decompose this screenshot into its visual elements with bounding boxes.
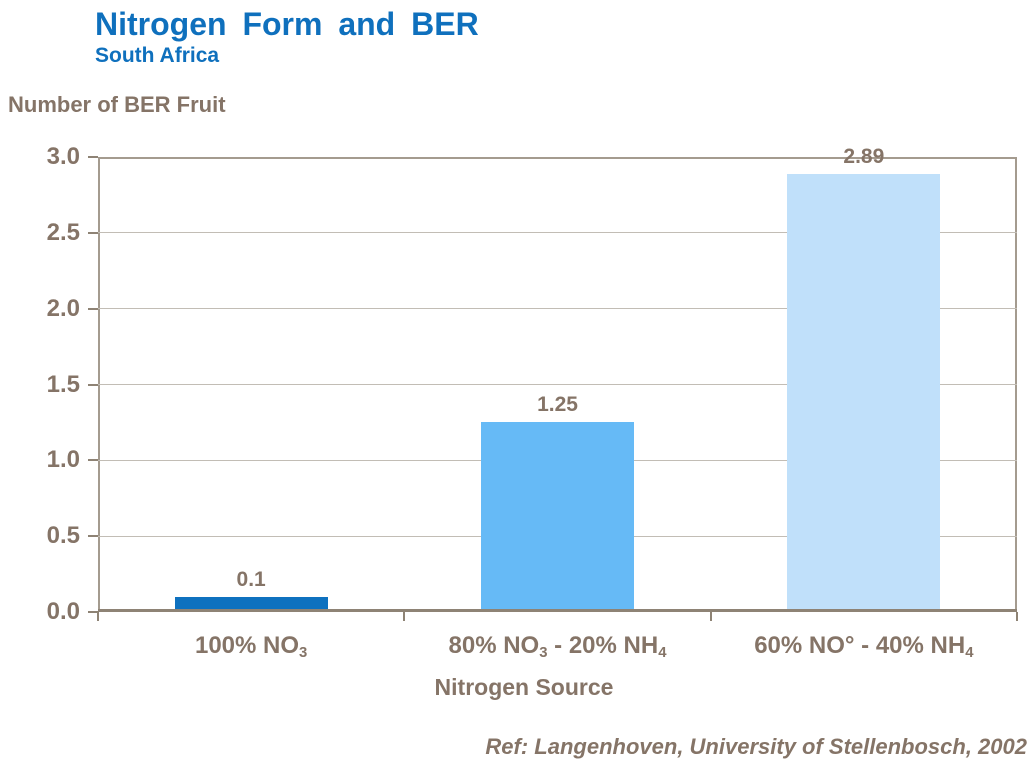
y-tick-label: 2.0 (46, 294, 80, 322)
chart-title: Nitrogen Form and BER (95, 6, 479, 42)
y-tick-mark (88, 307, 98, 310)
x-tick-mark (1016, 612, 1018, 621)
y-tick-label: 1.0 (46, 446, 80, 474)
y-tick-mark (88, 535, 98, 538)
x-category-label: 60% NO° - 40% NH4 (754, 632, 974, 662)
x-tick-mark (709, 612, 712, 621)
gridline (98, 232, 1017, 234)
y-tick-label: 3.0 (46, 143, 80, 170)
x-tick-mark (97, 612, 99, 621)
chart-subtitle: South Africa (95, 44, 220, 67)
x-axis-line (98, 609, 1017, 612)
y-tick-mark (88, 611, 98, 613)
y-tick-label: 0.5 (46, 522, 80, 550)
y-tick-label: 2.5 (46, 218, 80, 246)
x-axis-title: Nitrogen Source (434, 674, 614, 700)
gridline (98, 308, 1017, 310)
x-category-label: 100% NO3 (194, 632, 308, 662)
bar-value-label: 2.89 (843, 144, 885, 168)
bar (174, 596, 328, 612)
y-tick-label: 0.0 (46, 598, 80, 625)
bar-value-label: 0.1 (236, 567, 266, 591)
y-tick-mark (88, 383, 98, 386)
y-tick-mark (88, 156, 98, 158)
reference-text: Ref: Langenhoven, University of Stellenb… (485, 734, 1027, 759)
gridline (98, 384, 1017, 385)
y-tick-label: 1.5 (46, 370, 80, 398)
bar (481, 422, 634, 612)
y-axis-title: Number of BER Fruit (8, 92, 226, 117)
x-category-label: 80% NO3 - 20% NH4 (448, 632, 667, 662)
x-tick-mark (403, 612, 406, 621)
bar-value-label: 1.25 (537, 393, 578, 417)
y-tick-mark (88, 459, 98, 462)
y-tick-mark (88, 231, 98, 234)
bar (787, 173, 941, 612)
